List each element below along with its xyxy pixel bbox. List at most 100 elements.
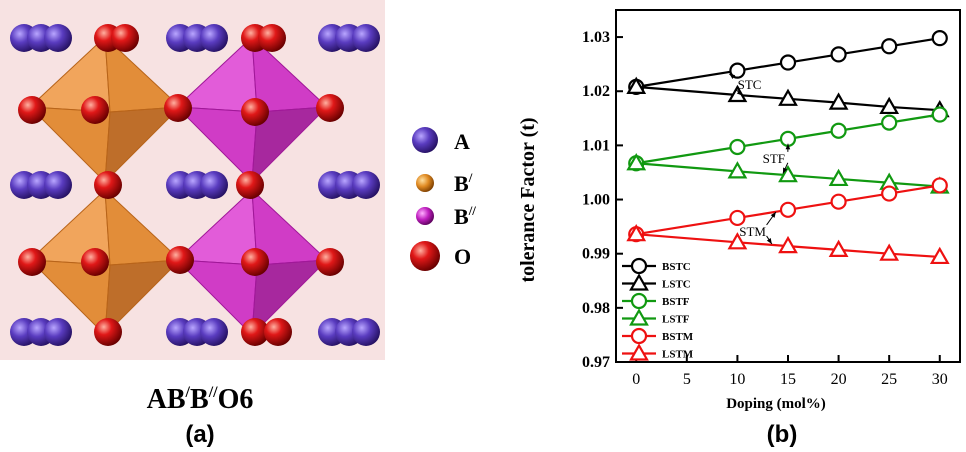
annotation-arrowhead	[785, 143, 791, 150]
data-point	[931, 106, 948, 123]
x-axis-label: Doping (mol%)	[726, 396, 826, 412]
oxygen-atom	[18, 96, 46, 124]
data-point	[828, 92, 849, 110]
data-point	[779, 54, 797, 71]
oxygen-atom	[18, 248, 46, 276]
annotation-label: STF	[763, 151, 785, 166]
annotation-arrowhead	[782, 167, 788, 174]
structure-legend: A B/ B// O	[410, 127, 476, 271]
x-tick-label: 0	[632, 371, 640, 388]
legend-label: LSTM	[662, 349, 694, 361]
atoms-layer	[10, 24, 380, 346]
oxygen-atom	[81, 248, 109, 276]
oxygen-atom	[164, 94, 192, 122]
legend-item-bstf: BSTF	[622, 292, 690, 310]
data-point	[879, 96, 900, 115]
data-point	[828, 239, 849, 258]
data-point	[727, 161, 748, 179]
octahedron-face	[104, 259, 182, 337]
series-line	[636, 113, 940, 165]
legend-item-lstc: LSTC	[622, 273, 691, 291]
annotation-label: STM	[739, 224, 766, 239]
legend-item-bstc: BSTC	[622, 257, 691, 275]
formula-label: AB/B//O6	[147, 384, 254, 415]
a-site-atom	[200, 318, 228, 346]
crystal-structure-panel: A B/ B// O AB/B//O6 (a)	[0, 0, 476, 448]
chart-legend: BSTC LSTC BSTF LSTF BSTM LSTM	[622, 257, 694, 361]
data-point	[830, 46, 847, 63]
series-line	[636, 85, 940, 112]
purple-sphere-icon	[412, 127, 438, 153]
y-tick-label: 1.03	[582, 29, 610, 46]
legend-marker	[629, 308, 649, 326]
x-tick-label: 20	[831, 371, 847, 388]
data-point	[929, 246, 950, 265]
data-point	[931, 30, 948, 47]
data-point	[830, 193, 847, 210]
y-tick-label: 0.99	[582, 246, 610, 263]
series-line	[636, 37, 940, 88]
legend-item-lstm: LSTM	[622, 343, 694, 361]
red-sphere-icon	[410, 241, 440, 271]
y-tick-label: 1.02	[582, 83, 610, 100]
annotation-arrowhead	[729, 73, 736, 79]
oxygen-atom	[316, 248, 344, 276]
y-axis-label: tolerance Factor (t)	[517, 117, 539, 282]
a-site-atom	[44, 171, 72, 199]
oxygen-atom	[81, 96, 109, 124]
y-tick-label: 1.01	[582, 137, 610, 154]
data-point	[881, 38, 898, 55]
x-tick-label: 30	[932, 371, 948, 388]
a-site-atom	[352, 171, 380, 199]
annotation-label: STC	[738, 77, 762, 92]
series-lstc	[626, 76, 950, 118]
data-point	[727, 232, 748, 250]
series-bstf	[628, 106, 948, 172]
y-tick-label: 1.00	[582, 192, 610, 209]
legend-item-bstm: BSTM	[622, 327, 694, 345]
oxygen-atom	[241, 318, 269, 346]
x-tick-label: 15	[780, 371, 796, 388]
y-tick-label: 0.97	[582, 354, 610, 371]
oxygen-atom	[94, 318, 122, 346]
data-point	[881, 185, 898, 202]
octahedron-face	[251, 259, 329, 337]
orange-sphere-icon	[416, 174, 434, 192]
data-point	[626, 76, 647, 94]
data-point	[778, 88, 798, 106]
x-tick-label: 25	[881, 371, 897, 388]
data-point	[830, 122, 847, 139]
oxygen-atom	[94, 171, 122, 199]
legend-label: LSTC	[662, 279, 691, 291]
oxygen-atom	[166, 246, 194, 274]
legend-label-b-double-prime: B//	[454, 203, 476, 229]
octahedron-face	[104, 106, 182, 184]
series-lstm	[626, 223, 950, 265]
panel-b-label: (b)	[767, 421, 798, 448]
tolerance-factor-chart: 0 5 10 15 20 25 30 0.97 0.98 0.99 1.00 1.01 1.02 1.03…	[517, 9, 961, 448]
data-point	[729, 209, 746, 227]
legend-marker	[630, 257, 648, 275]
data-point	[779, 201, 797, 218]
legend-label-b-prime: B/	[454, 170, 473, 196]
annotation-arrowhead	[766, 238, 772, 244]
a-site-atom	[44, 24, 72, 52]
legend-label-a: A	[454, 129, 470, 154]
legend-label: BSTC	[662, 261, 691, 273]
legend-label: BSTM	[662, 331, 694, 343]
series-lstf	[626, 153, 950, 194]
annotation-arrowhead	[770, 211, 776, 218]
annotations-layer: STC STF STM	[729, 73, 791, 245]
a-site-atom	[352, 318, 380, 346]
oxygen-atom	[236, 171, 264, 199]
panel-a-label: (a)	[185, 421, 214, 448]
series-bstm	[628, 177, 948, 243]
oxygen-atom	[258, 24, 286, 52]
data-point	[931, 177, 948, 194]
legend-label-o: O	[454, 244, 471, 269]
x-tick-label: 5	[683, 371, 691, 388]
legend-label: LSTF	[662, 314, 690, 326]
series-layer	[626, 30, 950, 265]
a-site-atom	[352, 24, 380, 52]
octahedra-layer	[28, 35, 329, 337]
